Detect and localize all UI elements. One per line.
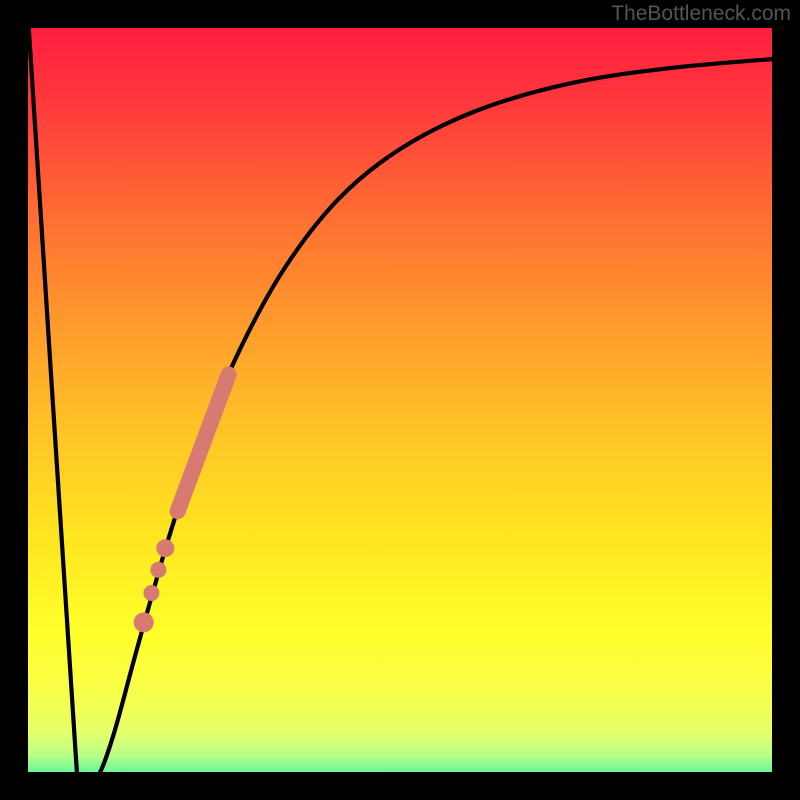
highlight-dot bbox=[150, 562, 166, 578]
chart-container: TheBottleneck.com bbox=[0, 0, 800, 800]
attribution-text: TheBottleneck.com bbox=[611, 2, 791, 26]
highlight-dot bbox=[143, 585, 159, 601]
chart-svg bbox=[0, 0, 800, 800]
highlight-dot bbox=[156, 539, 174, 557]
highlight-dot bbox=[134, 612, 154, 632]
